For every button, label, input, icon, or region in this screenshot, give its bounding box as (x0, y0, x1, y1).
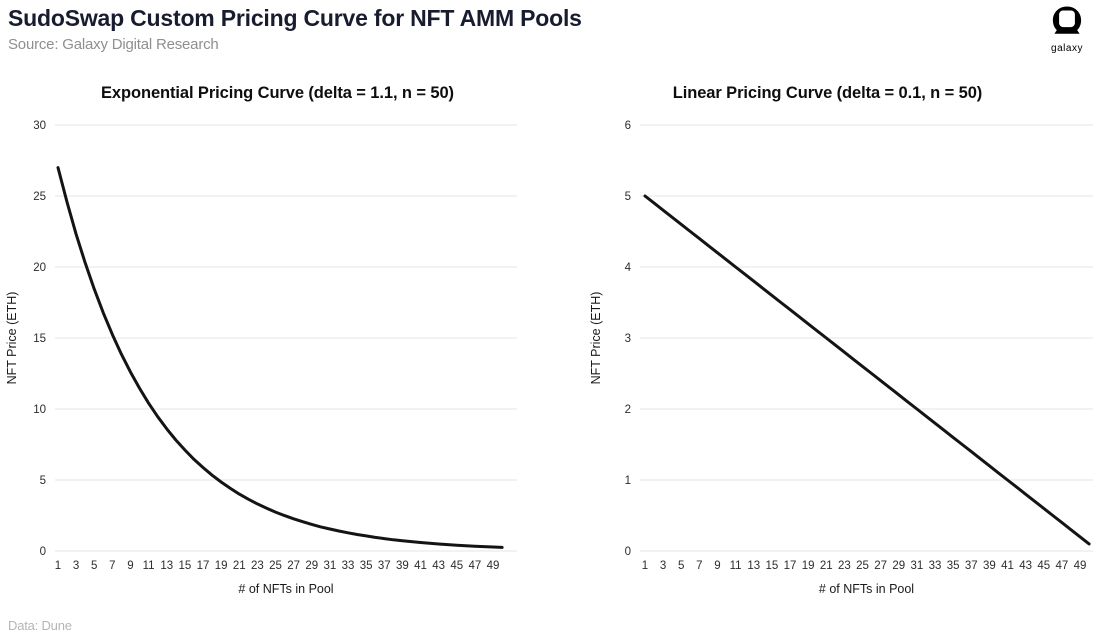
y-tick-label: 10 (33, 404, 46, 416)
x-tick-label: 21 (820, 560, 833, 572)
x-tick-label: 41 (414, 560, 427, 572)
x-tick-label: 29 (892, 560, 905, 572)
y-tick-label: 6 (625, 120, 631, 132)
x-tick-label: 29 (305, 560, 318, 572)
y-tick-label: 15 (33, 333, 46, 345)
x-tick-label: 49 (487, 560, 500, 572)
x-tick-label: 41 (1001, 560, 1014, 572)
x-tick-label: 39 (396, 560, 409, 572)
x-tick-label: 39 (983, 560, 996, 572)
x-tick-label: 7 (109, 560, 115, 572)
y-tick-label: 3 (625, 333, 631, 345)
y-tick-label: 4 (625, 262, 632, 274)
x-tick-label: 45 (1037, 560, 1050, 572)
x-tick-label: 37 (378, 560, 391, 572)
page-title: SudoSwap Custom Pricing Curve for NFT AM… (8, 5, 582, 31)
x-axis-label: # of NFTs in Pool (819, 582, 914, 596)
y-tick-label: 0 (625, 546, 631, 558)
x-tick-label: 17 (784, 560, 797, 572)
x-tick-label: 9 (127, 560, 133, 572)
x-tick-label: 3 (73, 560, 79, 572)
x-tick-label: 31 (910, 560, 923, 572)
price-curve (643, 194, 1091, 546)
y-axis-label: NFT Price (ETH) (5, 292, 19, 385)
x-tick-label: 13 (160, 560, 173, 572)
x-tick-label: 19 (802, 560, 815, 572)
x-tick-label: 23 (838, 560, 851, 572)
x-tick-label: 19 (215, 560, 228, 572)
y-tick-label: 1 (625, 475, 631, 487)
x-tick-label: 23 (251, 560, 264, 572)
x-tick-label: 27 (287, 560, 300, 572)
x-tick-label: 43 (1019, 560, 1032, 572)
x-tick-label: 15 (178, 560, 191, 572)
x-tick-label: 47 (1055, 560, 1068, 572)
x-tick-label: 15 (765, 560, 778, 572)
x-tick-label: 45 (450, 560, 463, 572)
x-tick-label: 47 (468, 560, 481, 572)
y-tick-label: 25 (33, 191, 46, 203)
x-tick-label: 5 (91, 560, 97, 572)
x-tick-label: 33 (342, 560, 355, 572)
price-curve (56, 166, 504, 549)
x-tick-label: 31 (323, 560, 336, 572)
y-axis-label: NFT Price (ETH) (589, 292, 603, 385)
x-tick-label: 9 (714, 560, 720, 572)
header: SudoSwap Custom Pricing Curve for NFT AM… (8, 4, 582, 53)
x-tick-label: 11 (730, 560, 742, 572)
x-tick-label: 17 (197, 560, 210, 572)
data-source-note: Data: Dune (8, 618, 72, 633)
x-tick-label: 5 (678, 560, 684, 572)
x-tick-label: 11 (143, 560, 155, 572)
x-tick-label: 13 (747, 560, 760, 572)
x-tick-label: 21 (233, 560, 246, 572)
galaxy-logo: galaxy (1044, 6, 1090, 54)
galaxy-logo-text: galaxy (1051, 43, 1083, 54)
x-tick-label: 1 (55, 560, 61, 572)
exponential-chart-title: Exponential Pricing Curve (delta = 1.1, … (101, 84, 454, 102)
x-tick-label: 1 (642, 560, 648, 572)
x-tick-label: 35 (360, 560, 373, 572)
y-tick-label: 0 (40, 546, 46, 558)
x-tick-label: 43 (432, 560, 445, 572)
y-tick-label: 30 (33, 120, 46, 132)
y-tick-label: 5 (40, 475, 46, 487)
galaxy-logo-icon (1052, 6, 1082, 34)
x-tick-label: 35 (947, 560, 960, 572)
x-tick-label: 37 (965, 560, 978, 572)
x-tick-label: 25 (269, 560, 282, 572)
x-tick-label: 33 (929, 560, 942, 572)
x-tick-label: 49 (1074, 560, 1087, 572)
source-note: Source: Galaxy Digital Research (8, 35, 219, 53)
x-axis-label: # of NFTs in Pool (238, 582, 333, 596)
x-tick-label: 27 (874, 560, 887, 572)
linear-chart-title: Linear Pricing Curve (delta = 0.1, n = 5… (672, 84, 983, 102)
x-tick-label: 7 (696, 560, 702, 572)
x-tick-label: 3 (660, 560, 666, 572)
y-tick-label: 2 (625, 404, 631, 416)
y-tick-label: 20 (33, 262, 46, 274)
y-tick-label: 5 (625, 191, 631, 203)
x-tick-label: 25 (856, 560, 869, 572)
